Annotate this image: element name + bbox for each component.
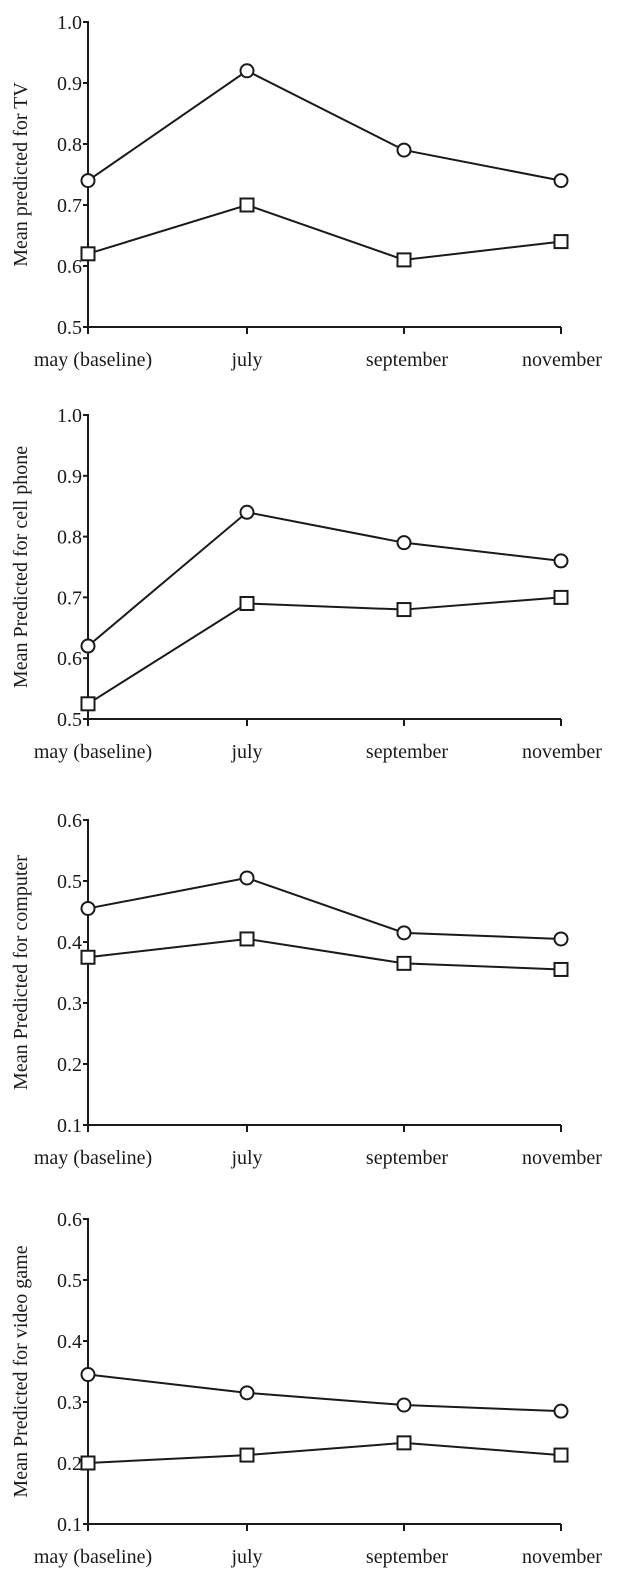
circle-marker-point [553, 1403, 569, 1419]
x-tick-label: may (baseline) [34, 1546, 152, 1568]
chart-panel-1: 0.5 0.6 0.7 0.8 0.9 1.0 may (baseline) july sept… [10, 12, 602, 371]
circle-marker-point [239, 870, 255, 886]
y-tick-label: 0.3 [57, 993, 82, 1015]
series-line-circle [87, 1373, 562, 1413]
y-tick-label: 0.2 [57, 1453, 82, 1475]
square-marker-point [396, 1435, 412, 1451]
square-marker-point [80, 949, 96, 965]
x-tick-label: july [230, 1546, 262, 1568]
x-tick-label: november [522, 349, 602, 371]
y-tick-label: 0.1 [57, 1514, 82, 1536]
x-tick-label: september [366, 1147, 449, 1169]
circle-marker-point [80, 173, 96, 189]
series-line-circle [87, 876, 562, 940]
square-marker-point [239, 1447, 255, 1463]
square-marker-point [553, 234, 569, 250]
series-line-square [87, 937, 562, 971]
square-marker-point [396, 252, 412, 268]
y-tick-label: 0.1 [57, 1115, 82, 1137]
series-line-square [87, 203, 562, 261]
y-axis-label: Mean Predicted for computer [10, 855, 32, 1090]
square-marker-point [239, 197, 255, 213]
y-tick-label: 0.5 [57, 709, 82, 731]
y-tick-label: 0.7 [57, 587, 82, 609]
square-marker-point [553, 589, 569, 605]
y-tick-label: 0.5 [57, 871, 82, 893]
x-tick-label: november [522, 1147, 602, 1169]
circle-marker-point [396, 925, 412, 941]
y-tick-label: 0.2 [57, 1054, 82, 1076]
y-axis-label: Mean Predicted for video game [10, 1245, 32, 1497]
y-tick-label: 0.6 [57, 256, 82, 278]
y-axis-label: Mean Predicted for cell phone [10, 446, 32, 688]
circle-marker-point [80, 1367, 96, 1383]
circle-marker-point [396, 1397, 412, 1413]
square-marker-point [239, 595, 255, 611]
chart-panel-4: 0.1 0.2 0.3 0.4 0.5 0.6 may (baseline) july sept… [10, 1209, 602, 1568]
y-tick-label: 1.0 [57, 12, 82, 34]
series-line-circle [87, 69, 562, 182]
circle-marker-point [396, 142, 412, 158]
y-axis-label: Mean predicted for TV [10, 82, 32, 267]
x-tick-label: november [522, 741, 602, 763]
x-tick-label: may (baseline) [34, 1147, 152, 1169]
y-tick-label: 0.6 [57, 810, 82, 832]
y-tick-label: 0.9 [57, 73, 82, 95]
square-marker-point [553, 961, 569, 977]
x-tick-label: may (baseline) [34, 741, 152, 763]
square-marker-point [396, 955, 412, 971]
x-tick-label: july [230, 1147, 262, 1169]
circle-marker-point [553, 173, 569, 189]
x-tick-label: september [366, 741, 449, 763]
circle-marker-point [553, 931, 569, 947]
chart-panel-3: 0.1 0.2 0.3 0.4 0.5 0.6 may (baseline) july sept… [10, 810, 602, 1169]
circle-marker-point [239, 63, 255, 79]
square-marker-point [80, 696, 96, 712]
x-tick-label: september [366, 349, 449, 371]
series-line-circle [87, 511, 562, 647]
square-marker-point [239, 931, 255, 947]
circle-marker-point [80, 900, 96, 916]
y-tick-label: 1.0 [57, 405, 82, 427]
square-marker-point [80, 1455, 96, 1471]
x-tick-label: november [522, 1546, 602, 1568]
circle-marker-point [239, 1385, 255, 1401]
circle-marker-point [80, 638, 96, 654]
y-tick-label: 0.7 [57, 195, 82, 217]
chart-panel-2: 0.5 0.6 0.7 0.8 0.9 1.0 may (baseline) july sept… [10, 405, 602, 763]
circle-marker-point [239, 504, 255, 520]
y-tick-label: 0.6 [57, 648, 82, 670]
y-tick-label: 0.9 [57, 466, 82, 488]
circle-marker-point [553, 553, 569, 569]
y-tick-label: 0.6 [57, 1209, 82, 1231]
circle-marker-point [396, 535, 412, 551]
series-line-square [87, 1441, 562, 1464]
y-tick-label: 0.8 [57, 527, 82, 549]
x-tick-label: september [366, 1546, 449, 1568]
y-tick-label: 0.8 [57, 134, 82, 156]
y-tick-label: 0.4 [57, 1331, 82, 1353]
y-tick-label: 0.5 [57, 317, 82, 339]
x-tick-label: july [230, 741, 262, 763]
y-tick-label: 0.5 [57, 1270, 82, 1292]
square-marker-point [396, 602, 412, 618]
y-tick-label: 0.4 [57, 932, 82, 954]
x-tick-label: july [230, 349, 262, 371]
x-tick-label: may (baseline) [34, 349, 152, 371]
square-marker-point [553, 1447, 569, 1463]
y-tick-label: 0.3 [57, 1392, 82, 1414]
square-marker-point [80, 246, 96, 262]
series-line-square [87, 596, 562, 705]
